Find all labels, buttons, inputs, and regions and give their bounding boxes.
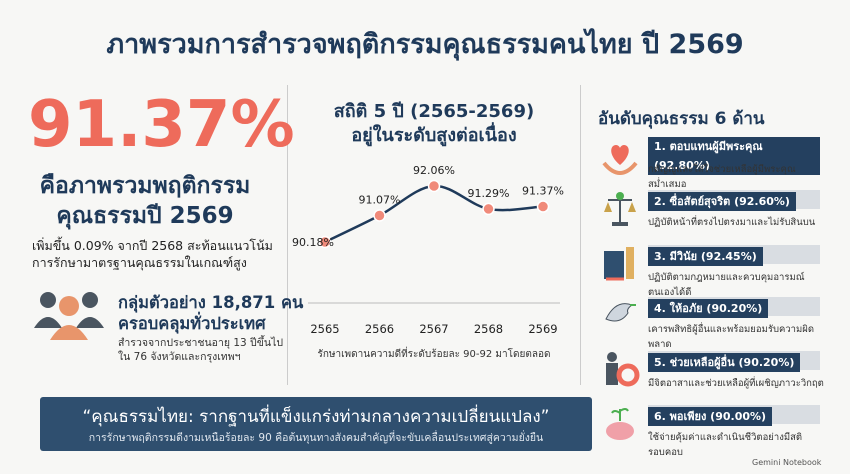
line-chart: สถิติ 5 ปี (2565-2569) อยู่ในระดับสูงต่อ… xyxy=(292,101,564,360)
sample-line: กลุ่มตัวอย่าง 18,871 คน xyxy=(118,293,304,312)
sample-line: ครอบคลุมทั่วประเทศ xyxy=(118,314,266,333)
data-point xyxy=(536,200,550,213)
sample-detail: สำรวจจากประชาชนอายุ 13 ปีขึ้นไป xyxy=(118,337,284,349)
ranking-icon xyxy=(604,192,636,226)
data-point xyxy=(318,235,332,249)
ranking-icon xyxy=(602,145,638,175)
divider xyxy=(580,85,581,385)
ranking-label: 4. ให้อภัย (90.20%) xyxy=(648,299,769,318)
data-point xyxy=(373,209,386,222)
chart-title: สถิติ 5 ปี (2565-2569) xyxy=(334,101,534,122)
x-tick-label: 2569 xyxy=(528,322,557,336)
ranking-icon xyxy=(606,408,634,440)
ranking-description: เคารพสิทธิผู้อื่นและพร้อมยอมรับความผิดพล… xyxy=(648,324,814,350)
ranking-title: อันดับคุณธรรม 6 ด้าน xyxy=(598,109,765,129)
ranking-bar: 2. ซื่อสัตย์สุจริต (92.60%) xyxy=(648,190,820,211)
ranking-item: 3. มีวินัย (92.45%) ปฏิบัติตามกฎหมายและคว… xyxy=(600,243,830,298)
page-title: ภาพรวมการสำรวจพฤติกรรมคุณธรรมคนไทย ปี 25… xyxy=(106,29,744,60)
ranking-icon xyxy=(606,352,640,387)
sample-detail: ใน 76 จังหวัดและกรุงเทพฯ xyxy=(118,351,241,363)
banner-quote: “คุณธรรมไทย: รากฐานที่แข็งแกร่งท่ามกลางค… xyxy=(82,407,550,427)
ranking-bar: 3. มีวินัย (92.45%) xyxy=(648,245,820,266)
ranking-label: 2. ซื่อสัตย์สุจริต (92.60%) xyxy=(648,192,796,211)
headline-line: คุณธรรมปี 2569 xyxy=(56,203,234,229)
value-label: 91.07% xyxy=(359,193,401,206)
ranking-description: กตัญญูและใส่ใจช่วยเหลือผู้มีพระคุณสม่ำเส… xyxy=(648,164,796,190)
ranking-item: 1. ตอบแทนผู้มีพระคุณ (92.80%) กตัญญูและใส… xyxy=(600,135,830,190)
watermark: Gemini Notebook xyxy=(752,458,822,467)
value-label: 91.29% xyxy=(468,187,510,200)
people-icon xyxy=(34,292,104,340)
ranking-description: ปฏิบัติหน้าที่ตรงไปตรงมาและไม่รับสินบน xyxy=(648,217,816,228)
x-tick-label: 2568 xyxy=(474,322,503,336)
chart-note: รักษาเพดานความดีที่ระดับร้อยละ 90-92 มาโ… xyxy=(318,346,551,360)
x-tick-label: 2566 xyxy=(365,322,394,336)
divider xyxy=(287,85,288,385)
ranking-item: 5. ช่วยเหลือผู้อื่น (90.20%) มีจิตอาสาและ… xyxy=(600,349,830,397)
ranking-icon xyxy=(604,247,634,281)
x-tick-label: 2565 xyxy=(310,322,339,336)
summary-description: เพิ่มขึ้น 0.09% จากปี 2568 สะท้อนแนวโน้ม xyxy=(32,238,273,253)
value-label: 90.18% xyxy=(292,236,334,249)
data-point xyxy=(427,179,441,193)
value-label: 91.37% xyxy=(522,185,564,198)
ranking-description: ปฏิบัติตามกฎหมายและควบคุมอารมณ์ตนเองได้ด… xyxy=(648,272,805,298)
headline-line: คือภาพรวมพฤติกรรม xyxy=(39,173,251,199)
ranking-icon xyxy=(605,303,636,322)
headline: 91.37% xyxy=(28,88,295,162)
ranking-label: 5. ช่วยเหลือผู้อื่น (90.20%) xyxy=(648,353,801,372)
ranking-item: 2. ซื่อสัตย์สุจริต (92.60%) ปฏิบัติหน้าที… xyxy=(600,188,830,236)
summary-description: การรักษามาตรฐานคุณธรรมในเกณฑ์สูง xyxy=(32,255,247,270)
ranking-description: มีจิตอาสาและช่วยเหลือผู้ที่เผชิญภาวะวิกฤ… xyxy=(648,378,824,389)
ranking-item: 6. พอเพียง (90.00%) ใช้จ่ายคุ้มค่าและดำเน… xyxy=(600,403,830,458)
ranking-bar: 1. ตอบแทนผู้มีพระคุณ (92.80%) xyxy=(648,137,820,175)
ranking-bar: 4. ให้อภัย (90.20%) xyxy=(648,297,820,318)
value-label: 92.06% xyxy=(413,164,455,177)
ranking-bar: 5. ช่วยเหลือผู้อื่น (90.20%) xyxy=(648,351,820,372)
ranking-description: ใช้จ่ายคุ้มค่าและดำเนินชีวิตอย่างมีสติรอ… xyxy=(648,432,803,458)
x-tick-label: 2567 xyxy=(419,322,448,336)
banner: “คุณธรรมไทย: รากฐานที่แข็งแกร่งท่ามกลางค… xyxy=(40,397,592,451)
ranking-label: 3. มีวินัย (92.45%) xyxy=(648,247,763,266)
ranking-item: 4. ให้อภัย (90.20%) เคารพสิทธิผู้อื่นและพ… xyxy=(600,295,830,350)
data-point xyxy=(482,202,495,216)
ranking-label: 6. พอเพียง (90.00%) xyxy=(648,407,773,426)
banner-text: การรักษาพฤติกรรมดีงามเหนือร้อยละ 90 คือต… xyxy=(88,432,544,444)
ranking-bar: 6. พอเพียง (90.00%) xyxy=(648,405,820,426)
ranking-label: 1. ตอบแทนผู้มีพระคุณ (92.80%) xyxy=(648,137,820,175)
chart-title: อยู่ในระดับสูงต่อเนื่อง xyxy=(351,122,516,147)
